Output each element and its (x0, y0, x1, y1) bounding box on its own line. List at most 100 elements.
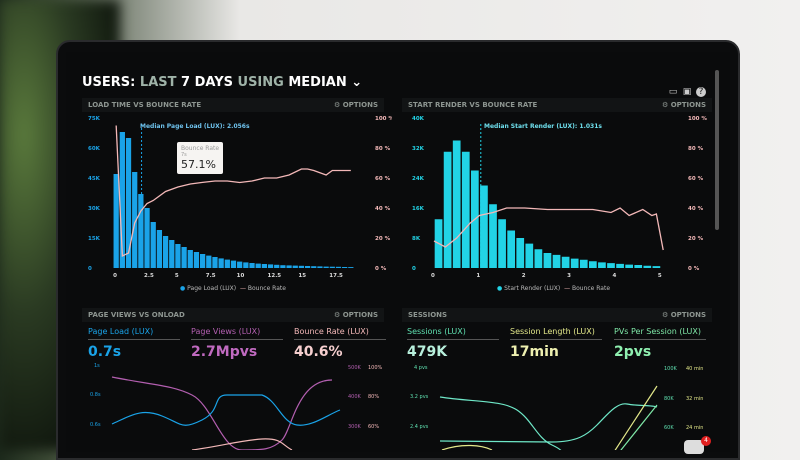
sessions-chart: 4 pvs 3.2 pvs 2.4 pvs 100K 80K 60K 40 mi… (410, 365, 703, 450)
bar (181, 247, 187, 268)
bar (335, 266, 342, 268)
y2-tick: 0 % (375, 266, 387, 272)
tooltip: Bounce Rate 7s 57.1% (177, 142, 224, 174)
panel-header-load-time: LOAD TIME VS BOUNCE RATE ⚙ OPTIONS (82, 98, 384, 112)
y-tick: 3.2 pvs (410, 394, 429, 400)
bar (292, 265, 298, 268)
bar (156, 230, 163, 268)
y-tick: 8K (412, 236, 421, 242)
options-button[interactable]: ⚙ OPTIONS (333, 101, 378, 109)
title-stat: MEDIAN (288, 75, 347, 90)
x-tick: 2 (522, 273, 526, 279)
x-tick: 3 (567, 273, 571, 279)
bar (280, 265, 286, 268)
bar (175, 244, 181, 268)
bar (200, 254, 206, 268)
y2-tick: 80K (664, 396, 674, 402)
bar (193, 252, 200, 268)
monitor-icon[interactable]: ▭ (668, 87, 678, 97)
x-tick: 17.5 (329, 273, 343, 279)
sessions-line (439, 396, 562, 450)
x-tick: 12.5 (268, 273, 282, 279)
bar (588, 261, 597, 268)
options-button[interactable]: ⚙ OPTIONS (333, 311, 378, 319)
kpi-bounce-rate: Bounce Rate (LUX) 40.6% (294, 327, 386, 360)
bar (230, 260, 237, 268)
panel-header-sessions: SESSIONS ⚙ OPTIONS (402, 308, 712, 322)
y2-tick: 100K (664, 366, 678, 372)
bar (561, 256, 570, 268)
bar (625, 264, 634, 268)
x-tick: 4 (613, 273, 617, 279)
y-tick: 0 (412, 266, 416, 272)
panel-header-page-views: PAGE VIEWS VS ONLOAD ⚙ OPTIONS (82, 308, 384, 322)
bar (255, 263, 261, 268)
title-range-label: LAST (139, 75, 177, 90)
y2-tick: 40 % (688, 206, 704, 212)
y3-tick: 32 min (686, 396, 703, 402)
title-using: USING (237, 75, 284, 90)
bar (138, 194, 144, 268)
x-tick: 10 (237, 273, 245, 279)
x-tick: 0 (431, 273, 435, 279)
y-tick: 1s (94, 363, 100, 369)
y-tick: 4 pvs (414, 365, 428, 371)
options-button[interactable]: ⚙ OPTIONS (661, 101, 706, 109)
bar (119, 132, 125, 268)
bar (348, 267, 354, 268)
bar (317, 266, 323, 268)
bar (489, 204, 497, 268)
bar (498, 219, 506, 268)
y-tick: 0.8s (90, 392, 101, 398)
help-icon[interactable]: ? (696, 87, 706, 97)
y2-tick: 400K (348, 394, 362, 400)
y3-tick: 40 min (686, 366, 703, 372)
bounce-rate-line (433, 207, 664, 251)
bar (452, 140, 461, 268)
legend: ● Page Load (LUX) — Bounce Rate (180, 285, 286, 292)
median-label: Median Page Load (LUX): 2.056s (140, 123, 250, 130)
bar (212, 257, 218, 268)
scrollbar[interactable] (715, 70, 719, 230)
x-tick: 7.5 (206, 273, 216, 279)
bar (525, 243, 534, 268)
bar (206, 255, 212, 268)
session-yellow-low (441, 444, 493, 450)
bar (516, 238, 525, 268)
chevron-down-icon[interactable]: ⌄ (351, 75, 363, 90)
x-tick: 5 (658, 273, 662, 279)
bar (169, 240, 175, 268)
y-tick: 40K (412, 116, 425, 122)
bar (461, 151, 470, 268)
bar (125, 138, 132, 268)
bar (144, 208, 150, 268)
y2-tick: 20 % (688, 236, 704, 242)
bar (162, 236, 169, 268)
bar (113, 174, 119, 268)
bar (329, 266, 335, 268)
kpi-session-length: Session Length (LUX) 17min (510, 327, 602, 360)
legend: ● Start Render (LUX) — Bounce Rate (497, 285, 611, 292)
y-tick: 24K (412, 176, 425, 182)
y-tick: 0.6s (90, 422, 101, 428)
dashboard-title[interactable]: USERS: LAST 7 DAYS USING MEDIAN ⌄ (82, 75, 362, 90)
y2-tick: 500K (348, 365, 362, 371)
y3-tick: 60% (368, 424, 379, 430)
session-length-line (614, 385, 658, 450)
bar (607, 263, 615, 268)
y-tick: 15K (88, 236, 101, 242)
session-green-line (620, 404, 658, 450)
y3-tick: 80% (368, 394, 379, 400)
x-tick: 1 (476, 273, 480, 279)
page-load-line (111, 394, 341, 426)
bar (304, 266, 311, 268)
panel-header-start-render: START RENDER VS BOUNCE RATE ⚙ OPTIONS (402, 98, 712, 112)
bar (267, 264, 274, 268)
bar (552, 254, 561, 268)
y2-tick: 20 % (375, 236, 391, 242)
x-tick: 15 (298, 273, 306, 279)
options-button[interactable]: ⚙ OPTIONS (661, 311, 706, 319)
image-icon[interactable]: ▣ (682, 87, 692, 97)
y2-tick: 40 % (375, 206, 391, 212)
kpi-sessions: Sessions (LUX) 479K (407, 327, 499, 360)
